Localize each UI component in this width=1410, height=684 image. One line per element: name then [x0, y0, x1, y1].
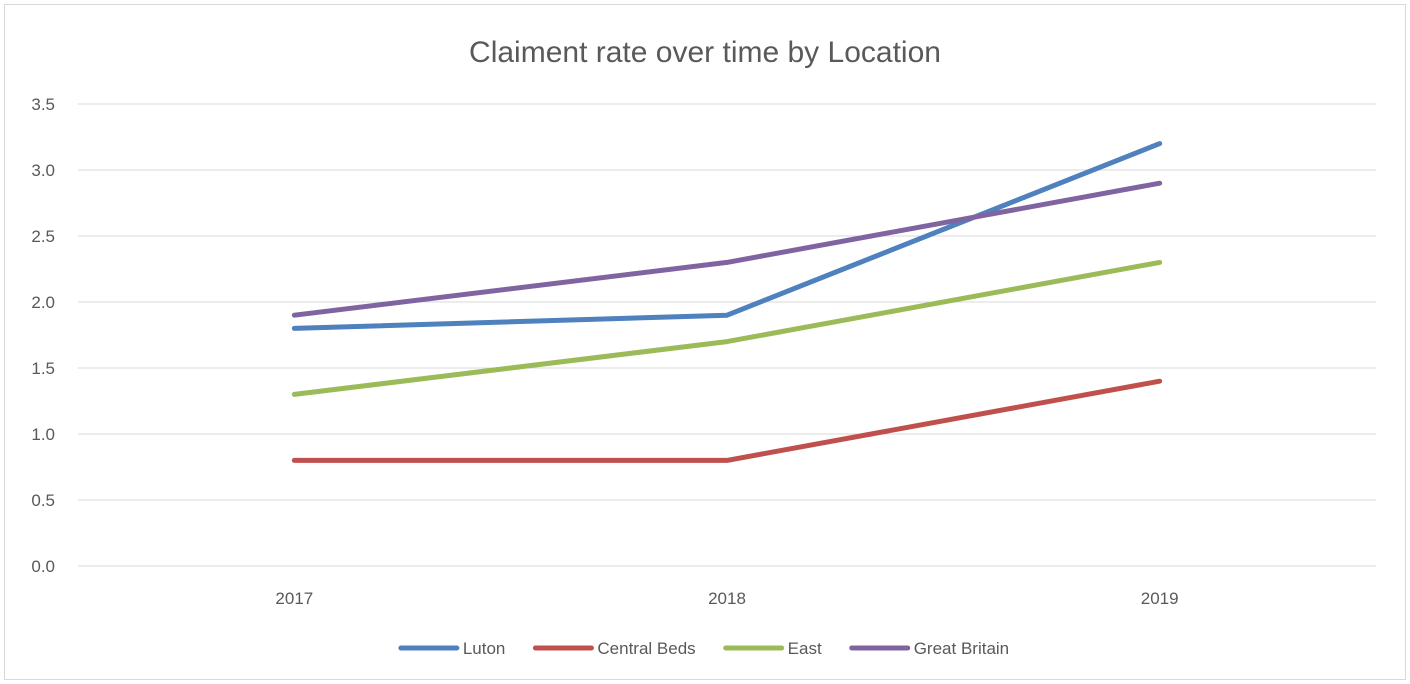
x-tick-label: 2019 — [1141, 589, 1179, 608]
y-tick-label: 1.0 — [31, 425, 55, 444]
y-tick-label: 2.0 — [31, 293, 55, 312]
y-tick-label: 3.5 — [31, 95, 55, 114]
gridlines — [78, 103, 1376, 567]
chart-title: Claiment rate over time by Location — [469, 36, 941, 69]
series-line-luton — [291, 141, 1163, 331]
legend-label: Great Britain — [914, 639, 1009, 658]
x-tick-label: 2017 — [275, 589, 313, 608]
y-tick-label: 0.0 — [31, 557, 55, 576]
x-tick-label: 2018 — [708, 589, 746, 608]
series-line-central-beds — [291, 378, 1163, 463]
y-tick-label: 2.5 — [31, 227, 55, 246]
y-tick-label: 1.5 — [31, 359, 55, 378]
series-line-east — [291, 259, 1163, 397]
y-tick-label: 3.0 — [31, 161, 55, 180]
legend-label: Central Beds — [597, 639, 695, 658]
y-axis-ticks: 0.0 0.5 1.0 1.5 2.0 2.5 3.0 3.5 — [31, 95, 55, 576]
series-lines — [291, 141, 1163, 463]
x-axis-ticks: 2017 2018 2019 — [275, 589, 1178, 608]
legend-label: East — [788, 639, 822, 658]
series-line-great-britain — [291, 180, 1163, 318]
y-tick-label: 0.5 — [31, 491, 55, 510]
legend-label: Luton — [463, 639, 506, 658]
legend: Luton Central Beds East Great Britain — [398, 639, 1009, 658]
